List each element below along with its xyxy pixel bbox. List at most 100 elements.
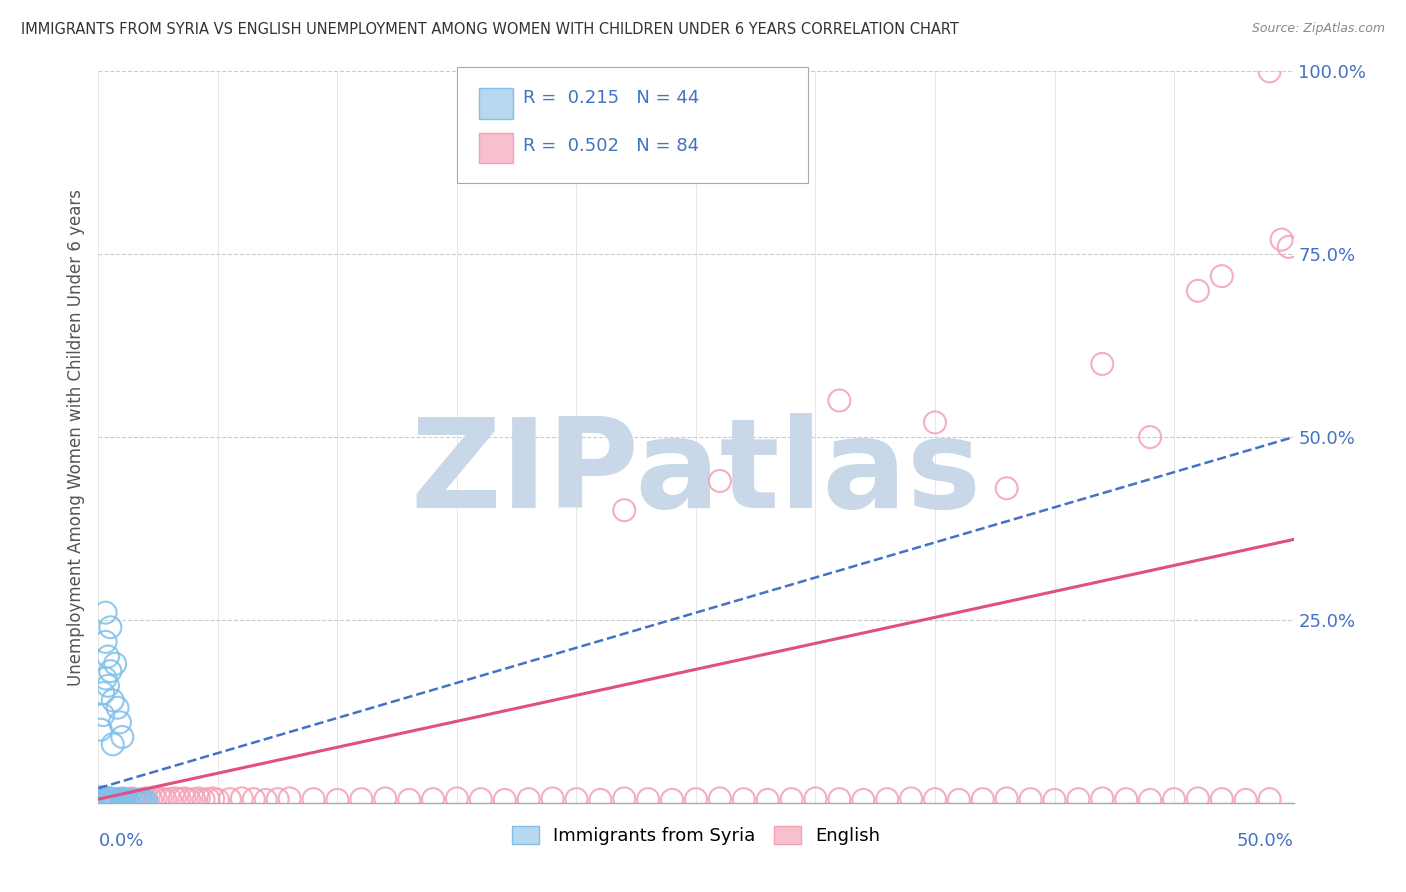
Point xyxy=(267,792,290,806)
Point xyxy=(1234,793,1257,807)
Point xyxy=(104,793,127,807)
Point xyxy=(541,791,564,805)
Point xyxy=(1139,430,1161,444)
Point xyxy=(91,792,114,806)
Point xyxy=(91,686,114,700)
Point xyxy=(326,793,349,807)
Point xyxy=(104,794,127,808)
Point xyxy=(179,793,201,807)
Point xyxy=(202,791,225,805)
Point xyxy=(685,792,707,806)
Point xyxy=(709,791,731,805)
Point xyxy=(398,793,420,807)
Point xyxy=(995,481,1018,495)
Point xyxy=(135,791,157,805)
Point xyxy=(780,792,803,806)
Point xyxy=(114,794,136,808)
Point xyxy=(243,792,266,806)
Point xyxy=(128,794,150,808)
Point xyxy=(121,791,143,805)
Point xyxy=(733,792,755,806)
Point xyxy=(94,672,117,686)
Point xyxy=(101,793,124,807)
Point xyxy=(107,792,129,806)
Point xyxy=(900,791,922,805)
Point xyxy=(115,793,138,807)
Point xyxy=(108,792,131,806)
Point xyxy=(1187,791,1209,805)
Point xyxy=(207,793,229,807)
Point xyxy=(1139,793,1161,807)
Point xyxy=(101,693,124,707)
Point xyxy=(98,664,122,678)
Point xyxy=(565,792,588,806)
Text: Source: ZipAtlas.com: Source: ZipAtlas.com xyxy=(1251,22,1385,36)
Point xyxy=(613,791,636,805)
Point xyxy=(1278,240,1301,254)
Point xyxy=(828,792,851,806)
Point xyxy=(219,792,242,806)
Point xyxy=(145,792,167,806)
Point xyxy=(470,792,492,806)
Point xyxy=(302,792,325,806)
Point xyxy=(1091,357,1114,371)
Point xyxy=(97,649,120,664)
Point xyxy=(1211,269,1233,284)
Point xyxy=(173,791,195,805)
Point xyxy=(104,657,127,671)
Point xyxy=(111,730,134,744)
Point xyxy=(94,790,117,805)
Point xyxy=(197,792,219,806)
Y-axis label: Unemployment Among Women with Children Under 6 years: Unemployment Among Women with Children U… xyxy=(66,188,84,686)
Point xyxy=(115,792,138,806)
Point xyxy=(1163,792,1185,806)
Point xyxy=(135,794,157,808)
Point xyxy=(155,793,177,807)
Point xyxy=(517,792,540,806)
Point xyxy=(187,791,209,805)
Point xyxy=(163,791,186,805)
Point xyxy=(98,791,122,805)
Point xyxy=(1258,64,1281,78)
Point xyxy=(183,792,205,806)
Point xyxy=(995,791,1018,805)
Point xyxy=(111,791,134,805)
Point xyxy=(589,793,612,807)
Text: R =  0.502   N = 84: R = 0.502 N = 84 xyxy=(523,137,699,155)
Point xyxy=(350,792,373,806)
Point xyxy=(131,794,153,808)
Point xyxy=(111,793,134,807)
Point xyxy=(1187,284,1209,298)
Point xyxy=(948,793,970,807)
Point xyxy=(254,793,277,807)
Point xyxy=(139,793,162,807)
Point xyxy=(637,792,659,806)
Point xyxy=(661,793,683,807)
Point xyxy=(97,679,120,693)
Point xyxy=(91,794,114,808)
Point xyxy=(494,793,516,807)
Point xyxy=(709,474,731,488)
Legend: Immigrants from Syria, English: Immigrants from Syria, English xyxy=(505,819,887,852)
Point xyxy=(121,794,143,808)
Point xyxy=(876,792,898,806)
Point xyxy=(97,791,120,805)
Point xyxy=(1211,792,1233,806)
Point xyxy=(374,791,396,805)
Point xyxy=(90,723,112,737)
Point xyxy=(98,620,122,634)
Point xyxy=(125,793,148,807)
Point xyxy=(804,791,827,805)
Point xyxy=(422,792,444,806)
Point xyxy=(94,635,117,649)
Point xyxy=(98,793,122,807)
Point xyxy=(131,792,153,806)
Point xyxy=(91,791,114,805)
Text: R =  0.215   N = 44: R = 0.215 N = 44 xyxy=(523,89,699,107)
Point xyxy=(924,416,946,430)
Text: ZIPatlas: ZIPatlas xyxy=(411,413,981,534)
Point xyxy=(97,794,120,808)
Point xyxy=(107,794,129,808)
Point xyxy=(124,793,146,807)
Point xyxy=(1067,792,1090,806)
